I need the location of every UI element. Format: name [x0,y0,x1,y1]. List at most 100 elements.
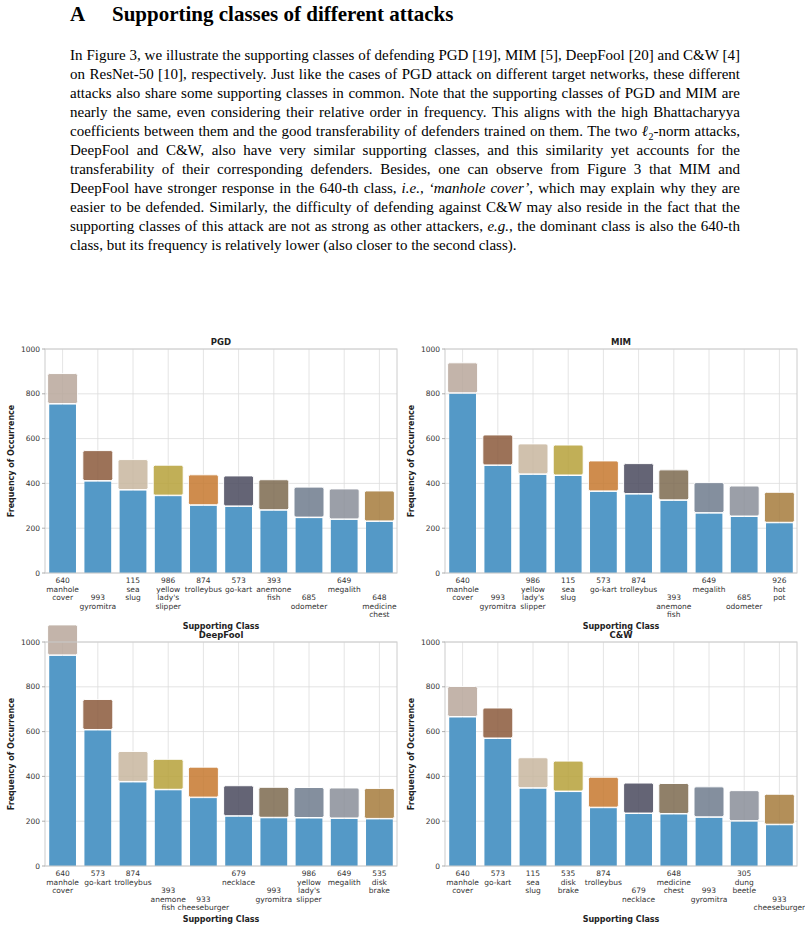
thumbnail [224,786,254,816]
thumbnail [153,759,183,789]
y-tick [442,349,445,350]
thumbnail [729,791,759,821]
y-tick [42,821,45,822]
bar [225,817,252,866]
paragraph-run: ℓ [642,123,649,139]
paragraph-run: In Figure 3, we illustrate the supportin… [70,47,740,139]
plot-frame [45,642,397,866]
y-tick-label: 1000 [21,345,40,354]
y-tick [42,686,45,687]
y-tick-label: 400 [426,772,441,781]
bar [366,819,393,866]
bars [49,405,393,573]
x-tick-label: 573go-kart [590,576,617,594]
thumbnail [448,686,478,716]
x-tick-label: 649megalith [328,869,361,887]
thumbnail [694,787,724,817]
bar [155,496,182,573]
x-tick-label: 640manholecover [446,576,479,602]
x-tick-label: 649megalith [692,576,725,594]
bar [696,514,723,573]
y-tick-label: 200 [426,524,441,533]
bar [155,790,182,866]
bar [520,789,547,866]
y-tick-label: 0 [435,569,440,578]
thumbnail [118,751,148,781]
thumbnail [48,374,78,404]
y-tick [42,483,45,484]
y-tick [42,866,45,867]
bar [120,491,147,573]
y-tick-label: 0 [435,862,440,871]
x-tick-label: 535diskbrake [558,869,580,895]
thumbnail [259,787,289,817]
x-tick-label: 986yellowlady'sslipper [520,576,546,611]
thumbnail [694,483,724,513]
thumbnail [364,788,394,818]
y-tick [442,528,445,529]
paragraph: In Figure 3, we illustrate the supportin… [70,46,740,255]
thumbnail [553,445,583,475]
bar [766,825,793,866]
thumbnail [588,461,618,491]
y-tick [42,528,45,529]
x-tick-label: 573go-kart [225,576,252,594]
x-axis-label: Supporting Class [183,915,260,924]
y-tick-label: 400 [26,772,41,781]
x-tick-label: 685odometer [291,593,328,611]
thumbnail [259,480,289,510]
bar [366,522,393,573]
chart-panel: 02004006008001000C&WFrequency of Occurre… [407,630,805,924]
x-tick-label: 874trolleybus [185,576,222,594]
y-axis-label: Frequency of Occurrence [407,404,416,517]
bar [84,482,111,573]
paragraph-run: e.g., [487,218,512,234]
y-tick-label: 0 [35,862,40,871]
chart-panel: 02004006008001000DeepFoolFrequency of Oc… [7,625,397,924]
bar [555,792,582,866]
paragraph-run [424,180,429,196]
y-tick [442,776,445,777]
y-tick [42,573,45,574]
section-label: A [70,2,112,27]
bar [120,782,147,866]
bar [696,818,723,866]
x-tick-label: 649megalith [328,576,361,594]
bars [449,394,793,573]
x-tick-label: 874trolleybus [114,869,151,887]
y-tick-label: 600 [426,727,441,736]
x-tick-label: 115seaslug [560,576,576,602]
thumbnail [83,451,113,481]
chart-title: C&W [609,630,633,640]
thumbnail [483,435,513,465]
bar [190,798,217,866]
bar [331,520,358,573]
y-tick-label: 600 [426,434,441,443]
y-tick-label: 800 [426,389,441,398]
bar [49,656,76,866]
y-tick [442,686,445,687]
x-tick-label: 933cheeseburger [178,895,230,913]
y-tick [42,393,45,394]
plot-background [45,642,397,866]
bar [590,808,617,866]
x-tick-label: 640manholecover [446,869,479,895]
y-tick-label: 200 [26,524,41,533]
x-tick-label: 648medicinechest [362,593,397,619]
chart-panel: 02004006008001000MIMFrequency of Occurre… [407,337,797,631]
bar [49,405,76,573]
x-tick-label: 640manholecover [46,869,79,895]
bar [331,819,358,866]
y-tick [442,438,445,439]
x-tick-label: 679necklace [622,886,656,904]
x-tick-label: 986yellowlady'sslipper [156,576,182,611]
x-tick-label: 115seaslug [125,576,141,602]
x-tick-label: 648medicinechest [657,869,692,895]
x-tick-label: 573go-kart [84,869,111,887]
bar [449,717,476,866]
bar [296,819,323,866]
y-tick [442,393,445,394]
thumbnail [188,475,218,505]
thumbnail [518,758,548,788]
thumbnail [659,470,689,500]
